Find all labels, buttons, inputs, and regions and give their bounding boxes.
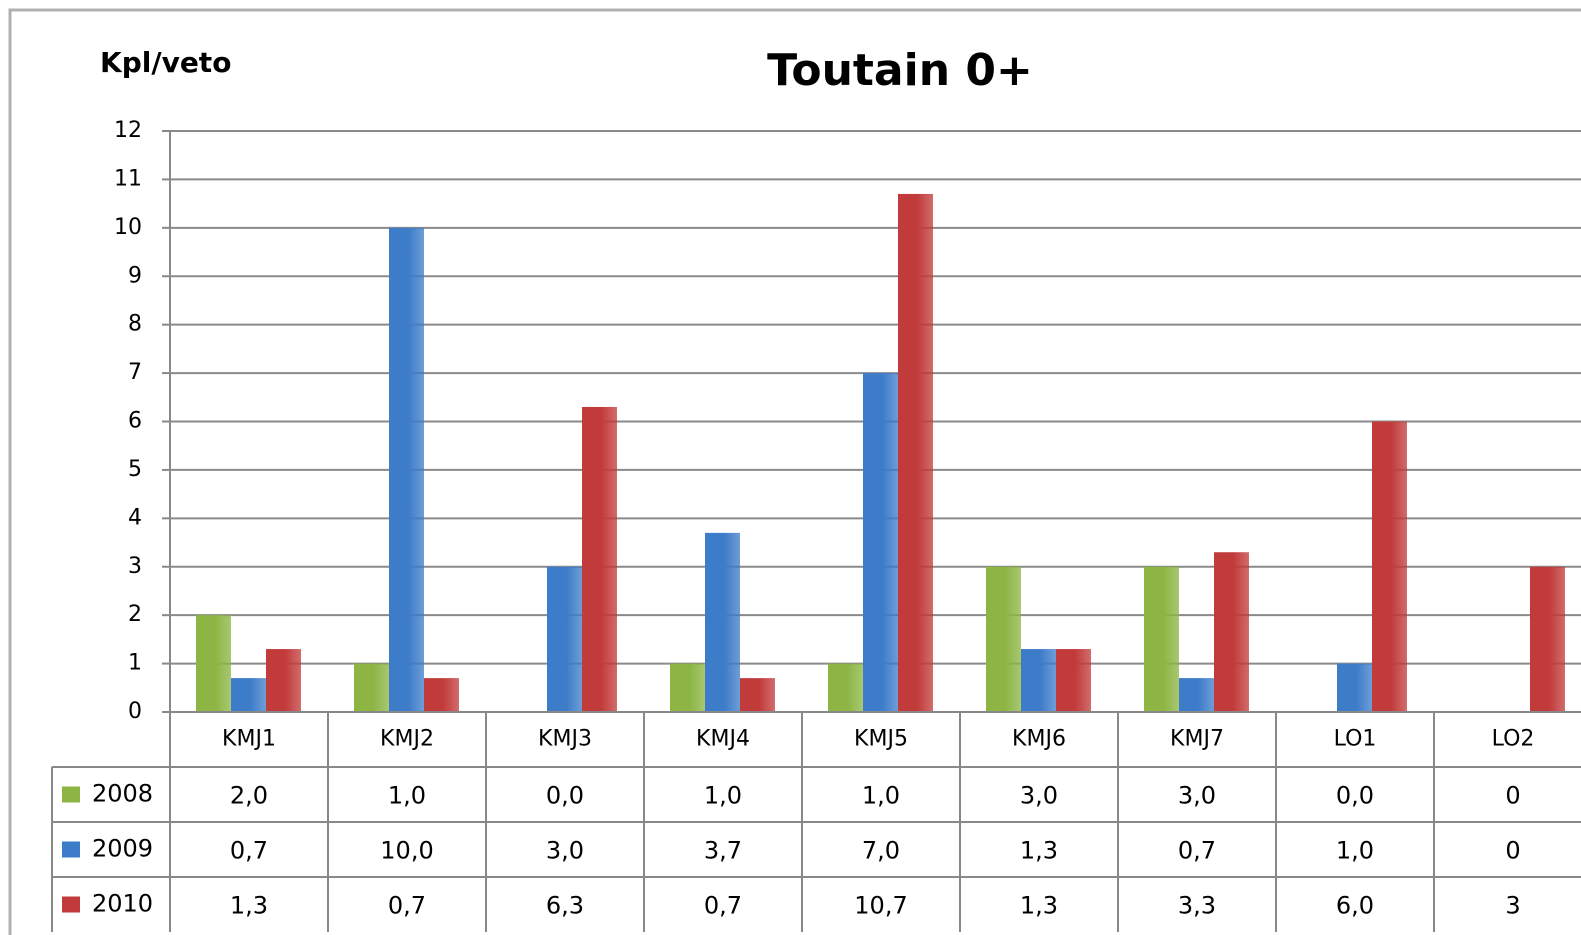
x-tick-label: KMJ2 <box>380 727 434 752</box>
bar <box>1214 552 1249 712</box>
bar <box>547 566 582 712</box>
x-tick-label: LO1 <box>1334 727 1377 752</box>
data-table-value: 7,0 <box>862 837 900 865</box>
data-table-value: 0,0 <box>1336 782 1374 810</box>
legend-label: 2008 <box>92 780 153 808</box>
y-tick-label: 0 <box>128 699 142 724</box>
x-tick-label: KMJ1 <box>222 727 276 752</box>
x-tick-label: KMJ7 <box>1170 727 1224 752</box>
x-tick-label: KMJ5 <box>854 727 908 752</box>
data-table-value: 1,0 <box>704 782 742 810</box>
x-tick-label: LO2 <box>1492 727 1535 752</box>
data-table-value: 3,0 <box>546 837 584 865</box>
y-tick-label: 2 <box>128 602 142 627</box>
bar <box>898 193 933 713</box>
bar <box>196 615 231 712</box>
data-table-value: 0,7 <box>388 892 426 920</box>
data-table-value: 2,0 <box>230 782 268 810</box>
y-tick-label: 11 <box>114 166 142 191</box>
legend-swatch <box>62 841 80 858</box>
data-table-value: 0,7 <box>1178 837 1216 865</box>
y-tick-label: 6 <box>128 409 142 434</box>
data-table-value: 0,0 <box>546 782 584 810</box>
data-table-value: 1,0 <box>1336 837 1374 865</box>
y-tick-label: 4 <box>128 505 142 530</box>
x-tick-label: KMJ6 <box>1012 727 1066 752</box>
bar <box>986 566 1021 712</box>
bar <box>1179 678 1214 712</box>
data-table-value: 3 <box>1505 892 1520 920</box>
bar <box>1021 649 1056 712</box>
y-tick-label: 7 <box>128 360 142 385</box>
bar <box>266 649 301 712</box>
bar <box>705 532 740 712</box>
legend-swatch <box>62 896 80 913</box>
bar <box>389 227 424 713</box>
bar <box>1530 566 1565 712</box>
bar <box>863 373 898 712</box>
data-table-value: 3,0 <box>1178 782 1216 810</box>
data-table-value: 6,0 <box>1336 892 1374 920</box>
bar <box>740 678 775 712</box>
data-table-value: 0 <box>1505 782 1520 810</box>
bar <box>582 406 617 712</box>
bar <box>1144 566 1179 712</box>
legend-label: 2010 <box>92 890 153 918</box>
data-table-value: 3,0 <box>1020 782 1058 810</box>
data-table-value: 10,0 <box>380 837 433 865</box>
y-tick-label: 1 <box>128 651 142 676</box>
bar <box>828 663 863 712</box>
data-table-value: 0,7 <box>704 892 742 920</box>
y-tick-label: 8 <box>128 312 142 337</box>
y-tick-label: 5 <box>128 457 142 482</box>
y-axis-label: Kpl/veto <box>100 46 231 79</box>
chart-title: Toutain 0+ <box>767 45 1033 96</box>
y-tick-label: 12 <box>114 118 142 143</box>
bar <box>424 678 459 712</box>
data-table-value: 3,7 <box>704 837 742 865</box>
x-tick-label: KMJ3 <box>538 727 592 752</box>
data-table-value: 1,0 <box>388 782 426 810</box>
y-tick-label: 10 <box>114 215 142 240</box>
data-table-value: 1,0 <box>862 782 900 810</box>
data-table-value: 0 <box>1505 837 1520 865</box>
bar <box>1056 649 1091 712</box>
y-tick-label: 9 <box>128 263 142 288</box>
bar <box>1372 421 1407 712</box>
x-tick-label: KMJ4 <box>696 727 750 752</box>
data-table-value: 1,3 <box>1020 892 1058 920</box>
data-table-value: 0,7 <box>230 837 268 865</box>
data-table-value: 1,3 <box>230 892 268 920</box>
data-table-value: 1,3 <box>1020 837 1058 865</box>
legend-label: 2009 <box>92 835 153 863</box>
legend-swatch <box>62 786 80 803</box>
bar <box>1337 663 1372 712</box>
data-table-value: 10,7 <box>854 892 907 920</box>
bar <box>354 663 389 712</box>
y-tick-label: 3 <box>128 554 142 579</box>
data-table-value: 3,3 <box>1178 892 1216 920</box>
data-table-value: 6,3 <box>546 892 584 920</box>
chart-frame <box>8 8 1581 935</box>
bar <box>231 678 266 712</box>
bar <box>670 663 705 712</box>
